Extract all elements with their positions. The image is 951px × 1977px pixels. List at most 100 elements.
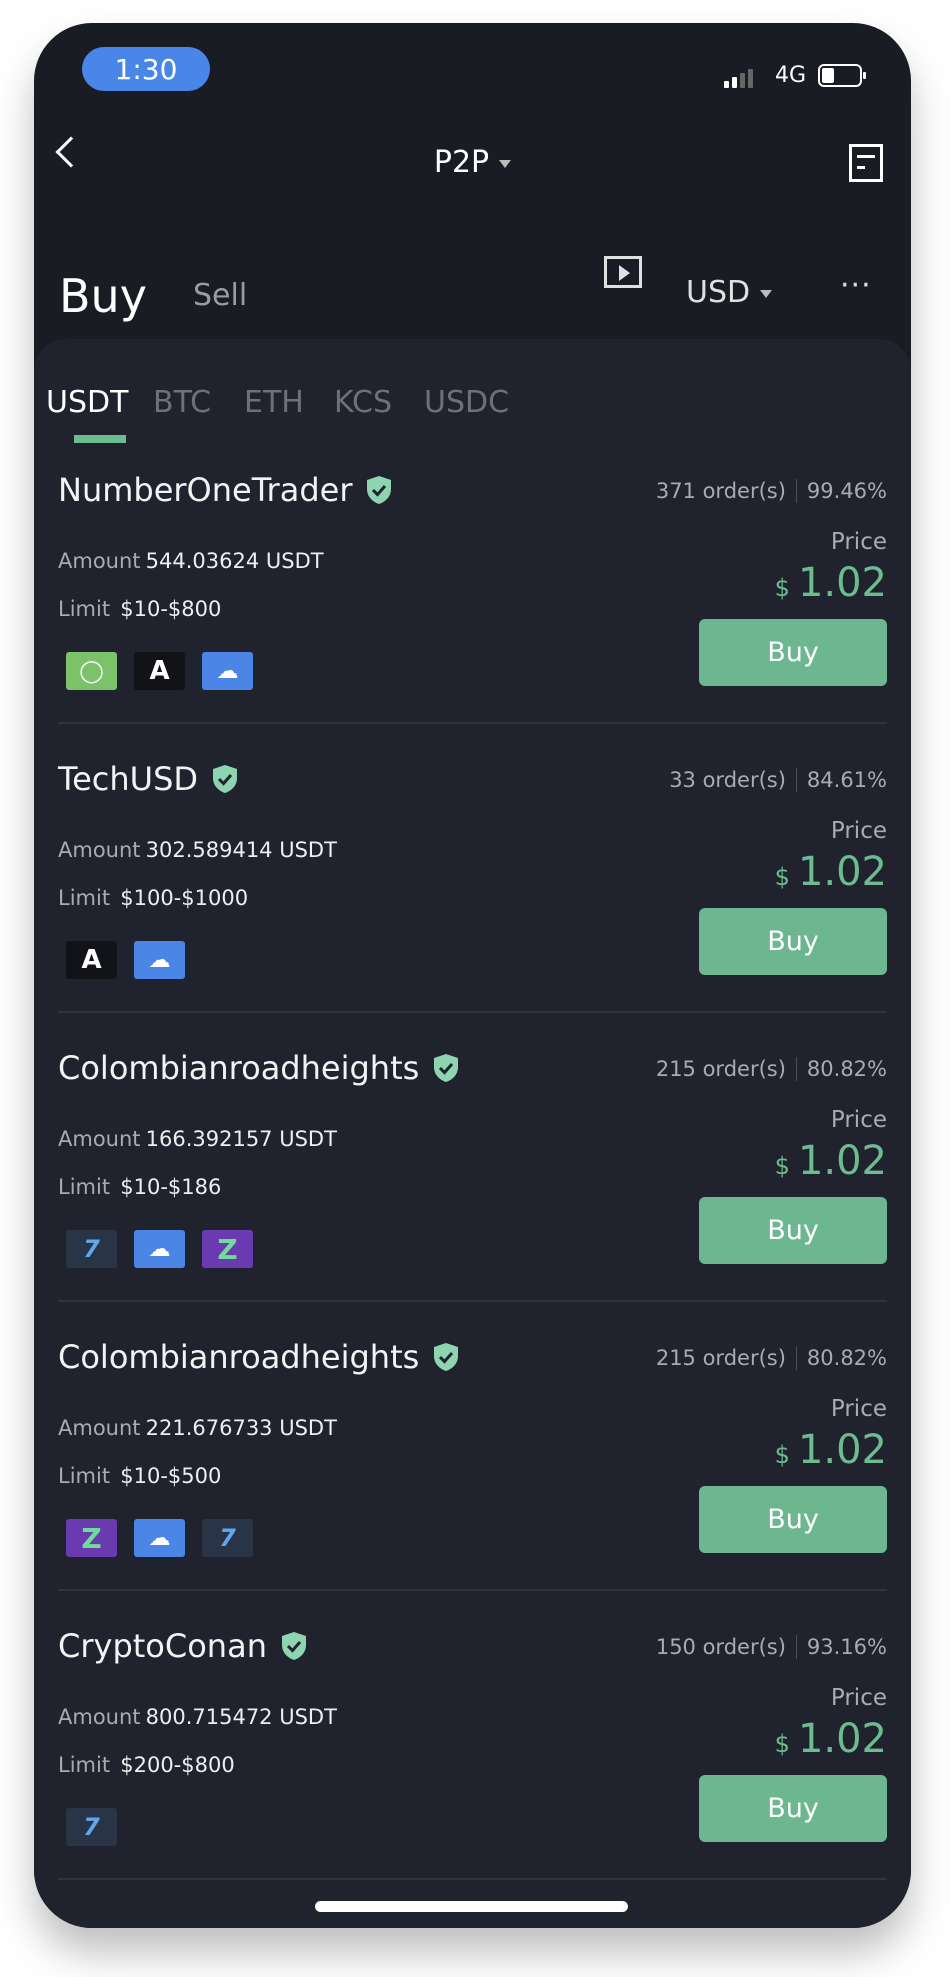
buy-mode-tab[interactable]: Buy (59, 269, 147, 323)
price-label: Price (830, 1107, 887, 1133)
play-video-icon[interactable] (604, 256, 642, 288)
currency-symbol: $ (774, 1441, 790, 1469)
amount-label: Amount (58, 838, 141, 862)
buy-button[interactable]: Buy (699, 1775, 887, 1842)
buy-button[interactable]: Buy (699, 1486, 887, 1553)
buy-button[interactable]: Buy (699, 908, 887, 975)
sell-mode-tab[interactable]: Sell (193, 278, 248, 313)
price-value: 1.02 (797, 1138, 887, 1184)
merchant-name-row[interactable]: TechUSD (58, 760, 238, 798)
merchant-name-row[interactable]: CryptoConan (58, 1627, 307, 1665)
verified-shield-icon (434, 1343, 459, 1371)
signal-icon (724, 69, 753, 88)
amount-label: Amount (58, 1127, 141, 1151)
tab-usdc[interactable]: USDC (424, 385, 510, 420)
tab-usdt[interactable]: USDT (46, 385, 129, 420)
limit-label: Limit (58, 1464, 111, 1488)
network-label: 4G (775, 63, 807, 88)
card-divider (58, 722, 887, 724)
limit-row: Limit $100-$1000 (58, 886, 248, 910)
completion-rate: 84.61% (806, 768, 887, 792)
verified-shield-icon (213, 765, 238, 793)
merchant-stats: 215 order(s) 80.82% (656, 1057, 887, 1081)
merchant-name[interactable]: TechUSD (58, 760, 199, 798)
payment-methods: 7 (66, 1808, 117, 1846)
price: $1.02 (775, 560, 887, 606)
amount-row: Amount 221.676733 USDT (58, 1416, 337, 1440)
wise-payment-icon: 7 (66, 1230, 117, 1268)
limit-label: Limit (58, 597, 111, 621)
limit-label: Limit (58, 1175, 111, 1199)
stats-divider (795, 1057, 797, 1081)
merchant-name[interactable]: NumberOneTrader (58, 471, 353, 509)
more-options-icon[interactable]: ··· (840, 268, 872, 303)
oxxo-payment-icon: ◯ (66, 652, 117, 690)
limit-label: Limit (58, 886, 111, 910)
amount-value: 800.715472 USDT (145, 1705, 337, 1729)
tab-kcs[interactable]: KCS (334, 385, 393, 420)
amount-label: Amount (58, 549, 141, 573)
offers-panel (34, 339, 911, 1928)
price-value: 1.02 (797, 560, 887, 606)
amount-row: Amount 800.715472 USDT (58, 1705, 337, 1729)
merchant-name[interactable]: CryptoConan (58, 1627, 267, 1665)
payment-methods: 7 ☁ Z (66, 1230, 253, 1268)
merchant-name-row[interactable]: NumberOneTrader (58, 471, 392, 509)
home-indicator[interactable] (315, 1901, 628, 1912)
order-count: 33 order(s) (669, 768, 786, 792)
battery-icon (818, 64, 866, 87)
caret-down-icon (499, 159, 512, 168)
page-title-dropdown[interactable]: P2P (34, 145, 911, 180)
amount-value: 221.676733 USDT (145, 1416, 337, 1440)
stats-divider (795, 1346, 797, 1370)
merchant-name-row[interactable]: Colombianroadheights (58, 1049, 459, 1087)
offer-card: Colombianroadheights 215 order(s) 80.82% … (58, 1035, 887, 1324)
offer-card: NumberOneTrader 371 order(s) 99.46% Amoun… (58, 457, 887, 746)
amount-label: Amount (58, 1705, 141, 1729)
status-time: 1:30 (82, 47, 210, 91)
stats-divider (795, 1635, 797, 1659)
orders-icon[interactable] (849, 144, 883, 182)
currency-selector[interactable]: USD (686, 275, 773, 310)
price-label: Price (830, 1685, 887, 1711)
card-divider (58, 1878, 887, 1880)
cloud-payment-icon: ☁ (202, 652, 253, 690)
stats-divider (795, 479, 797, 503)
tab-eth[interactable]: ETH (244, 385, 304, 420)
merchant-name-row[interactable]: Colombianroadheights (58, 1338, 459, 1376)
amount-row: Amount 166.392157 USDT (58, 1127, 337, 1151)
tab-btc[interactable]: BTC (153, 385, 212, 420)
airtm-payment-icon: A (134, 652, 185, 690)
price-label: Price (830, 529, 887, 555)
amount-label: Amount (58, 1416, 141, 1440)
merchant-name[interactable]: Colombianroadheights (58, 1338, 420, 1376)
limit-value: $10-$500 (120, 1464, 222, 1488)
amount-value: 544.03624 USDT (145, 549, 324, 573)
price-label: Price (830, 1396, 887, 1422)
payment-methods: Z ☁ 7 (66, 1519, 253, 1557)
price: $1.02 (775, 849, 887, 895)
buy-button[interactable]: Buy (699, 619, 887, 686)
payment-methods: ◯ A ☁ (66, 652, 253, 690)
phone-screen: 1:30 4G P2P Buy Sell USD ··· USDT BTC ET… (34, 23, 911, 1928)
buy-button[interactable]: Buy (699, 1197, 887, 1264)
amount-value: 302.589414 USDT (145, 838, 337, 862)
airtm-payment-icon: A (66, 941, 117, 979)
limit-row: Limit $200-$800 (58, 1753, 235, 1777)
limit-label: Limit (58, 1753, 111, 1777)
currency-symbol: $ (774, 574, 790, 602)
price-label: Price (830, 818, 887, 844)
order-count: 150 order(s) (655, 1635, 786, 1659)
merchant-name[interactable]: Colombianroadheights (58, 1049, 420, 1087)
payment-methods: A ☁ (66, 941, 185, 979)
order-count: 215 order(s) (655, 1346, 786, 1370)
verified-shield-icon (281, 1632, 306, 1660)
order-count: 215 order(s) (655, 1057, 786, 1081)
verified-shield-icon (367, 476, 392, 504)
price-value: 1.02 (797, 1427, 887, 1473)
merchant-stats: 371 order(s) 99.46% (656, 479, 887, 503)
limit-row: Limit $10-$186 (58, 1175, 221, 1199)
offer-card: TechUSD 33 order(s) 84.61% Amount 302.589… (58, 746, 887, 1035)
verified-shield-icon (434, 1054, 459, 1082)
wise-payment-icon: 7 (66, 1808, 117, 1846)
